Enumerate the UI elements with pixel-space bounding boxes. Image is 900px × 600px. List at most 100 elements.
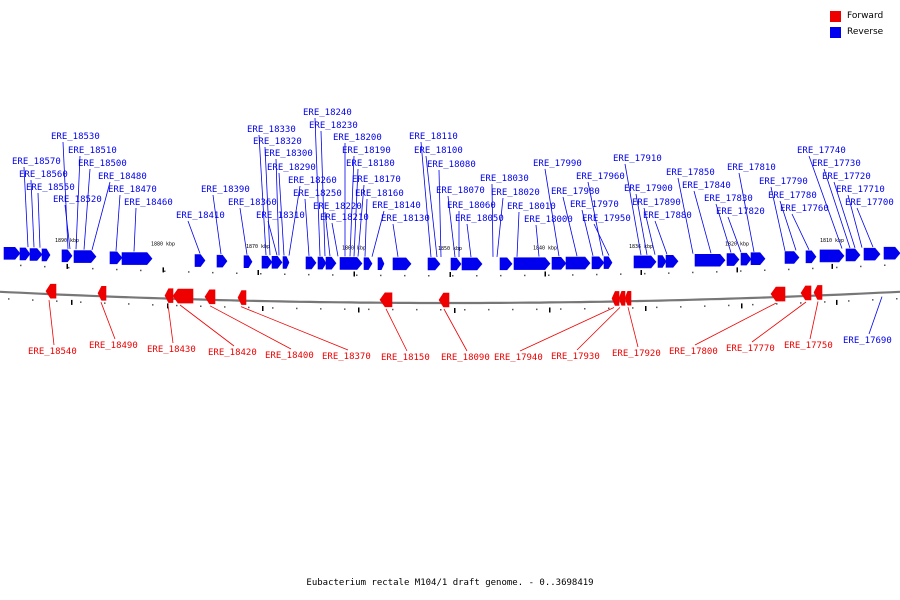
scale-dot: [896, 298, 898, 300]
tick-mark: [549, 307, 551, 313]
label-leader-line: [239, 207, 248, 255]
gene-label: ERE_17710: [836, 185, 885, 195]
reverse-gene: [339, 257, 363, 270]
reverse-gene: [819, 249, 845, 263]
top-gene-labels: ERE_18570 ERE_18560 ERE_18550 ERE_18530 ERE_…: [12, 108, 894, 225]
label-leader-line: [562, 196, 578, 257]
tick-mark: [741, 303, 743, 309]
gene-label: ERE_17760: [780, 204, 829, 214]
label-leader-line: [357, 184, 365, 257]
label-leader-line: [808, 155, 843, 249]
scale-dot: [608, 307, 610, 310]
reverse-gene: [665, 254, 679, 268]
gene-label: ERE_17940: [494, 353, 543, 363]
gene-label: ERE_18490: [89, 341, 138, 351]
gene-label: ERE_18290: [267, 163, 316, 173]
forward-gene: [237, 290, 247, 305]
scale-dot: [8, 298, 10, 300]
scale-dot: [788, 268, 790, 271]
scale-dot: [524, 274, 526, 277]
gene-label: ERE_17830: [704, 194, 753, 204]
gene-label: ERE_18420: [208, 348, 257, 358]
reverse-gene: [109, 251, 123, 265]
label-leader-line: [133, 207, 137, 252]
tick-mark: [162, 267, 164, 273]
scale-dot: [680, 306, 682, 308]
reverse-gene: [863, 247, 881, 261]
gene-label: ERE_18550: [26, 183, 75, 193]
scale-dot: [428, 275, 430, 277]
gene-label: ERE_17890: [632, 198, 681, 208]
reverse-gene: [121, 252, 153, 265]
reverse-gene: [694, 253, 726, 267]
gene-label: ERE_18160: [355, 189, 404, 199]
reverse-gene: [740, 252, 752, 266]
gene-label: ERE_18150: [381, 353, 430, 363]
scale-dot: [848, 300, 850, 302]
reverse-gene: [784, 251, 800, 264]
label-leader-line: [364, 198, 368, 257]
scale-dots: [8, 264, 898, 311]
genome-caption: Eubacterium rectale M104/1 draft genome.…: [306, 578, 594, 588]
scale-dot: [668, 272, 670, 274]
label-leader-line: [167, 304, 174, 344]
label-leader-line: [868, 296, 883, 335]
gene-label: ERE_18540: [28, 347, 77, 357]
gene-label: ERE_18530: [51, 132, 100, 142]
label-leader-line: [349, 155, 355, 257]
label-leader-line: [209, 305, 292, 350]
tick-label: 1820 kbp: [725, 241, 749, 247]
gene-label: ERE_17820: [716, 207, 765, 217]
label-leader-line: [314, 117, 321, 257]
scale-dot: [248, 306, 250, 309]
reverse-gene: [565, 256, 591, 270]
label-leader-line: [187, 220, 201, 254]
gene-label: ERE_18330: [247, 125, 296, 135]
label-leader-line: [627, 307, 639, 348]
reverse-gene: [461, 257, 483, 271]
label-leader-line: [581, 209, 594, 256]
label-leader-line: [371, 210, 385, 257]
label-leader-line: [267, 220, 278, 256]
scale-dot: [152, 304, 154, 306]
gene-label: ERE_17960: [576, 172, 625, 182]
gene-label: ERE_18390: [201, 185, 250, 195]
label-leader-line: [654, 220, 668, 255]
reverse-gene: [726, 253, 740, 266]
reverse-gene: [513, 257, 551, 270]
gene-label: ERE_18370: [322, 352, 371, 362]
tick-mark: [836, 299, 838, 305]
tick-label: 1890 kbp: [55, 238, 79, 244]
tick-mark: [358, 307, 360, 313]
reverse-gene: [377, 257, 385, 271]
tick-mark: [71, 299, 73, 305]
label-leader-line: [37, 192, 41, 248]
label-leader-line: [304, 198, 310, 256]
gene-label: ERE_18510: [68, 146, 117, 156]
gene-label: ERE_18240: [303, 108, 352, 118]
forward-gene: [172, 288, 194, 304]
reverse-gene: [41, 248, 51, 262]
reverse-gene: [73, 250, 97, 263]
tick-label: 1880 kbp: [151, 241, 175, 247]
scale-dot: [704, 305, 706, 307]
scale-dot: [644, 272, 646, 275]
label-leader-line: [23, 166, 29, 248]
scale-dot: [68, 266, 70, 269]
gene-label: ERE_17950: [582, 214, 631, 224]
scale-dot: [632, 307, 634, 309]
label-leader-line: [240, 306, 349, 351]
gene-label: ERE_18130: [381, 214, 430, 224]
gene-label: ERE_17910: [613, 154, 662, 164]
tick-label: 1836 kbp: [629, 244, 653, 250]
scale-dot: [236, 272, 238, 274]
scale-dot: [500, 274, 502, 277]
label-leader-line: [491, 183, 494, 257]
scale-dot: [824, 301, 826, 303]
gene-label: ERE_18500: [78, 159, 127, 169]
gene-label: ERE_17740: [797, 146, 846, 156]
tick-mark: [449, 272, 451, 277]
scale-dot: [812, 267, 814, 270]
gene-label: ERE_17900: [624, 184, 673, 194]
scale-dot: [620, 273, 622, 275]
